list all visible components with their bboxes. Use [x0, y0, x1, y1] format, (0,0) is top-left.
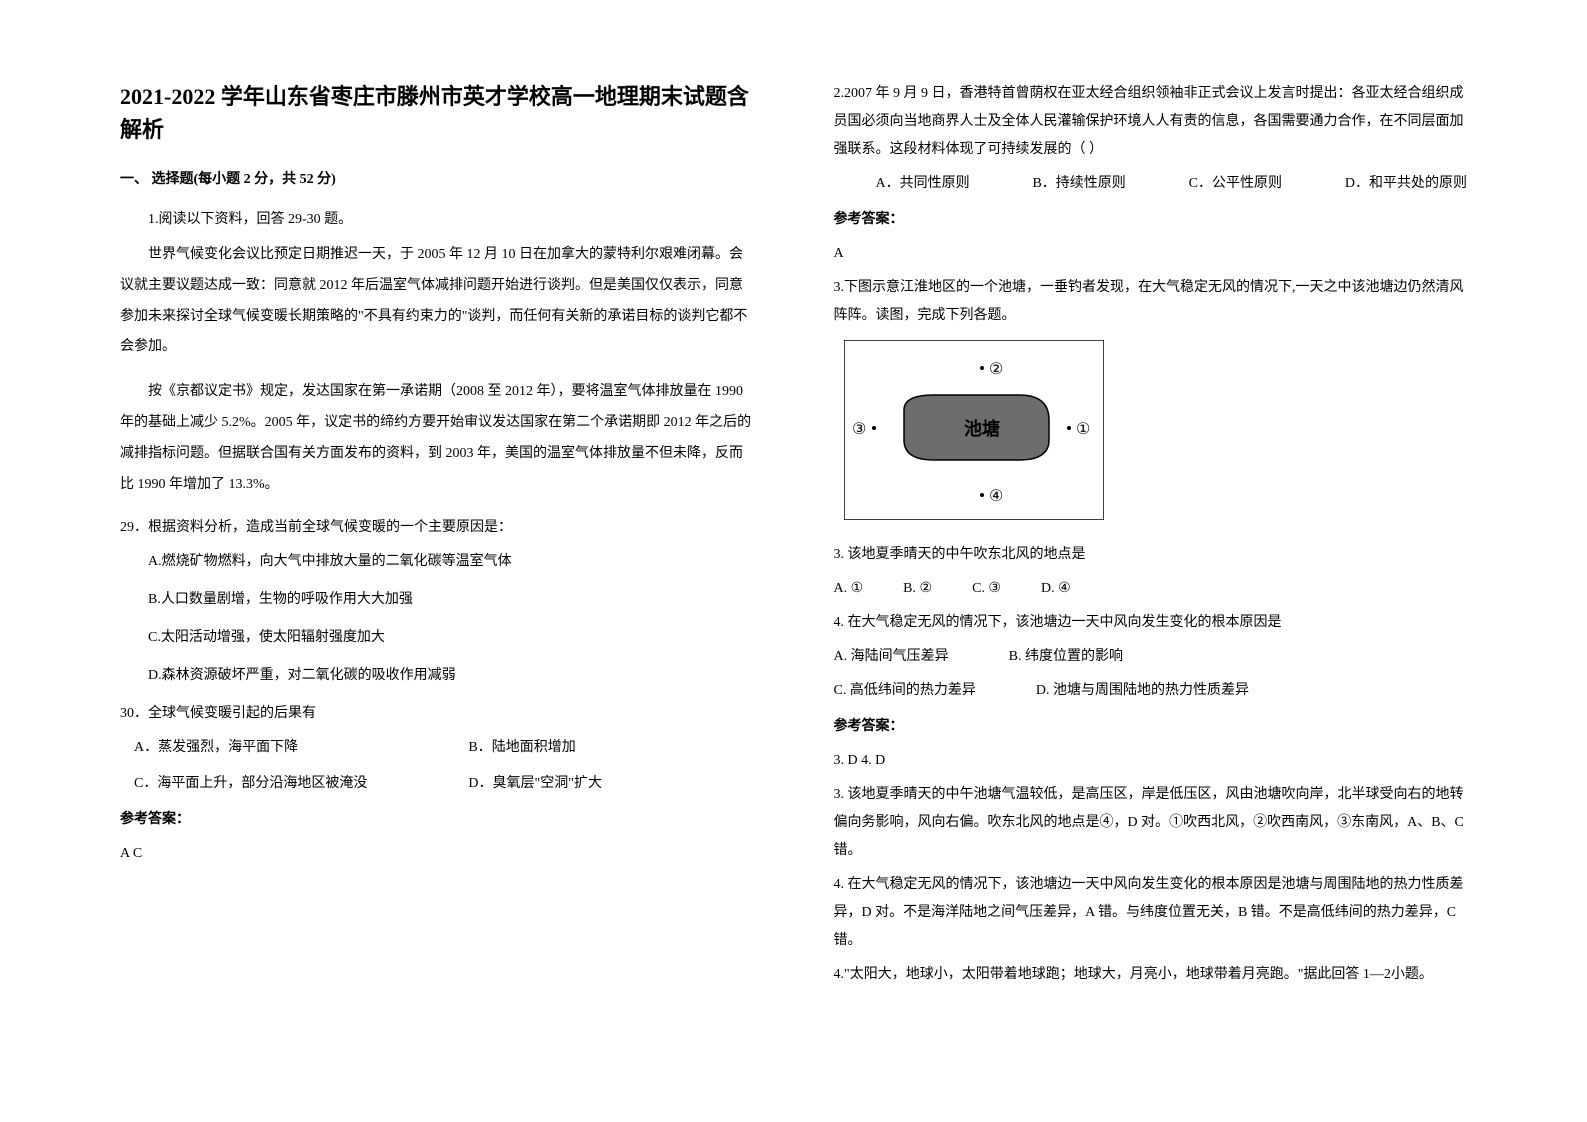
q3-sub3-opt-c: C. ③ [972, 575, 1001, 603]
page-title: 2021-2022 学年山东省枣庄市滕州市英才学校高一地理期末试题含解析 [120, 80, 754, 146]
marker-3: ③ [852, 421, 866, 438]
q30-opt-c: C．海平面上升，部分沿海地区被淹没 [120, 770, 468, 798]
q2-stem: 2.2007 年 9 月 9 日，香港特首曾荫权在亚太经合组织领袖非正式会议上发… [834, 80, 1468, 164]
q3-sub3-stem: 3. 该地夏季晴天的中午吹东北风的地点是 [834, 541, 1468, 569]
q4-stem: 4."太阳大，地球小，太阳带着地球跑；地球大，月亮小，地球带着月亮跑。"据此回答… [834, 961, 1468, 989]
explanation-4: 4. 在大气稳定无风的情况下，该池塘边一天中风向发生变化的根本原因是池塘与周围陆… [834, 871, 1468, 955]
q3-sub4-opt-d: D. 池塘与周围陆地的热力性质差异 [1036, 677, 1249, 705]
answer-label-1: 参考答案： [120, 806, 754, 834]
marker-4: ④ [989, 488, 1003, 505]
answer-label-2: 参考答案： [834, 206, 1468, 234]
q3-stem: 3.下图示意江淮地区的一个池塘，一垂钓者发现，在大气稳定无风的情况下,一天之中该… [834, 274, 1468, 330]
answer-3: 3. D 4. D [834, 747, 1468, 775]
q3-sub3-opt-d: D. ④ [1041, 575, 1071, 603]
q30-opt-b: B．陆地面积增加 [468, 734, 753, 762]
q3-sub4-opt-a: A. 海陆间气压差异 [834, 643, 949, 671]
q3-sub3-opt-b: B. ② [903, 575, 932, 603]
marker-1: ① [1076, 421, 1090, 438]
q3-sub3-opt-a: A. ① [834, 575, 864, 603]
q2-opt-b: B．持续性原则 [1032, 170, 1125, 198]
q29-opt-d: D.森林资源破坏严重，对二氧化碳的吸收作用减弱 [120, 662, 754, 690]
q3-sub4-opt-b: B. 纬度位置的影响 [1009, 643, 1123, 671]
q2-opt-d: D．和平共处的原则 [1345, 170, 1467, 198]
right-column: 2.2007 年 9 月 9 日，香港特首曾荫权在亚太经合组织领袖非正式会议上发… [794, 80, 1488, 1082]
left-column: 2021-2022 学年山东省枣庄市滕州市英才学校高一地理期末试题含解析 一、 … [100, 80, 794, 1082]
q29-opt-c: C.太阳活动增强，使太阳辐射强度加大 [120, 624, 754, 652]
marker-2: ② [989, 361, 1003, 378]
q29-stem: 29．根据资料分析，造成当前全球气候变暖的一个主要原因是： [120, 514, 754, 542]
answer-2: A [834, 240, 1468, 268]
q30-opt-a: A．蒸发强烈，海平面下降 [120, 734, 468, 762]
q1-paragraph-1: 世界气候变化会议比预定日期推迟一天，于 2005 年 12 月 10 日在加拿大… [120, 240, 754, 363]
q30-stem: 30．全球气候变暖引起的后果有 [120, 700, 754, 728]
q29-opt-a: A.燃烧矿物燃料，向大气中排放大量的二氧化碳等温室气体 [120, 548, 754, 576]
q1-paragraph-2: 按《京都议定书》规定，发达国家在第一承诺期（2008 至 2012 年），要将温… [120, 377, 754, 500]
explanation-3: 3. 该地夏季晴天的中午池塘气温较低，是高压区，岸是低压区，风由池塘吹向岸，北半… [834, 781, 1468, 865]
q3-sub4-opt-c: C. 高低纬间的热力差异 [834, 677, 976, 705]
q30-opt-d: D．臭氧层"空洞"扩大 [468, 770, 753, 798]
answer-label-3: 参考答案： [834, 713, 1468, 741]
pond-label: 池塘 [964, 418, 1000, 439]
pond-svg: 池塘 ① ② ③ ④ [844, 340, 1104, 520]
section-header: 一、 选择题(每小题 2 分，共 52 分) [120, 166, 754, 194]
q3-sub4-stem: 4. 在大气稳定无风的情况下，该池塘边一天中风向发生变化的根本原因是 [834, 609, 1468, 637]
q1-intro: 1.阅读以下资料，回答 29-30 题。 [120, 206, 754, 234]
answer-1: A C [120, 840, 754, 868]
q2-opt-c: C．公平性原则 [1189, 170, 1282, 198]
q2-opt-a: A．共同性原则 [876, 170, 970, 198]
q29-opt-b: B.人口数量剧增，生物的呼吸作用大大加强 [120, 586, 754, 614]
pond-diagram: 池塘 ① ② ③ ④ [844, 340, 1468, 531]
